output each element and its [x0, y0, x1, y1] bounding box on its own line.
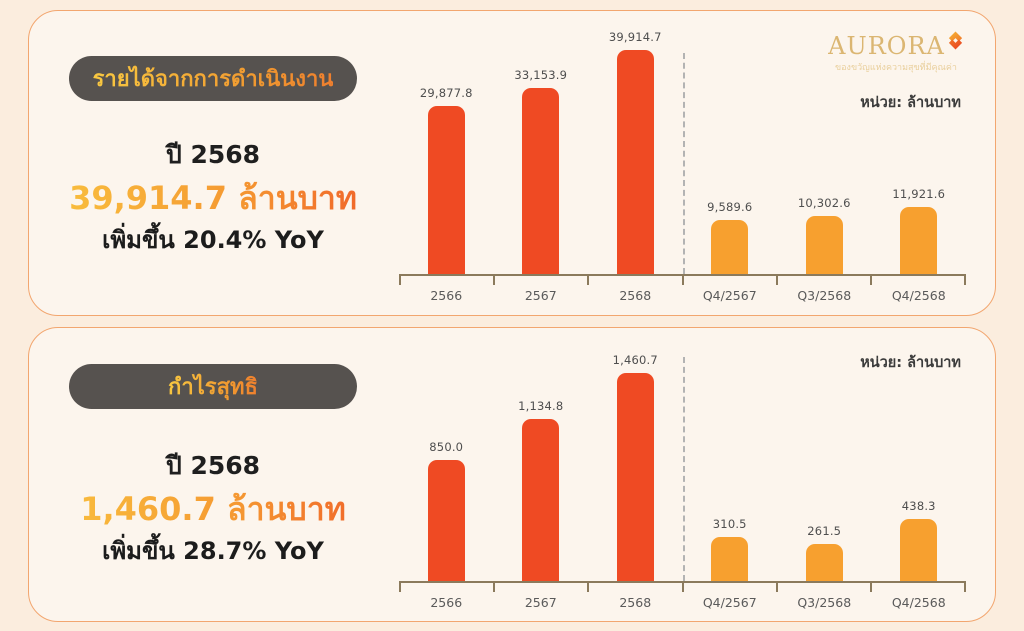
- net-profit-panel: กำไรสุทธิ ปี 2568 1,460.7 ล้านบาท เพิ่มข…: [28, 327, 996, 622]
- revenue-panel: รายได้จากการดำเนินงาน ปี 2568 39,914.7 ล…: [28, 10, 996, 316]
- bar-cell: 1,134.8: [494, 399, 589, 581]
- axis-tick-cell: [587, 583, 681, 592]
- axis-tick-cell: [775, 276, 870, 285]
- bar-cell: 310.5: [683, 517, 778, 581]
- x-axis-label: Q3/2568: [797, 595, 852, 610]
- x-axis-label: 2567: [524, 595, 557, 610]
- bar: [805, 543, 843, 581]
- bar-value-label: 261.5: [807, 523, 842, 538]
- net-profit-amount: 1,460.7 ล้านบาท: [29, 489, 397, 529]
- net-profit-unit-label: หน่วย: ล้านบาท: [860, 355, 961, 371]
- axis-tick-cell: [775, 583, 870, 592]
- x-axis-label: 2568: [619, 595, 652, 610]
- revenue-plot-area: 29,877.8 33,153.9 39,914.7 9,589.6 10,302.6 1…: [399, 26, 966, 274]
- bar-cell: 10,302.6: [777, 196, 872, 274]
- bar-cell: 9,589.6: [683, 200, 778, 274]
- bar-cell: 850.0: [399, 440, 494, 581]
- net-profit-x-axis: [399, 581, 966, 592]
- x-axis-label: 2566: [430, 288, 463, 303]
- bar: [522, 87, 560, 274]
- axis-tick-cell: [587, 276, 681, 285]
- bar: [616, 373, 654, 581]
- bar: [900, 207, 938, 274]
- x-axis-label: 2567: [524, 288, 557, 303]
- aurora-s-diamond-icon: [947, 31, 964, 54]
- revenue-amount: 39,914.7 ล้านบาท: [29, 178, 397, 218]
- bar: [805, 216, 843, 274]
- bar-value-label: 1,134.8: [518, 399, 564, 414]
- x-axis-label: 2566: [430, 595, 463, 610]
- axis-tick-cell: [869, 583, 964, 592]
- revenue-x-axis-labels: 2566 2567 2568 Q4/2567 Q3/2568 Q4/2568: [399, 285, 966, 303]
- bar: [427, 106, 465, 274]
- revenue-title-label: รายได้จากการดำเนินงาน: [93, 61, 334, 96]
- revenue-chart: 29,877.8 33,153.9 39,914.7 9,589.6 10,302.6 1…: [399, 26, 966, 303]
- net-profit-chart: 850.0 1,134.8 1,460.7 310.5 261.5 438.3 2566 2…: [399, 349, 966, 610]
- bar-cell: 39,914.7: [588, 30, 683, 274]
- bar: [616, 50, 654, 274]
- net-profit-summary: ปี 2568 1,460.7 ล้านบาท เพิ่มขึ้น 28.7% …: [29, 446, 397, 570]
- aurora-logo-text: AURORA: [828, 32, 945, 60]
- bar-value-label: 39,914.7: [608, 30, 662, 44]
- bar-cell: 33,153.9: [494, 68, 589, 274]
- x-axis-label: Q4/2568: [891, 595, 946, 610]
- x-axis-label: Q4/2567: [702, 288, 757, 303]
- bar: [427, 460, 465, 581]
- axis-tick-cell: [869, 276, 964, 285]
- x-axis-label: Q3/2568: [797, 288, 852, 303]
- revenue-summary: ปี 2568 39,914.7 ล้านบาท เพิ่มขึ้น 20.4%…: [29, 135, 397, 259]
- bar-value-label: 10,302.6: [797, 196, 851, 211]
- bar: [522, 419, 560, 581]
- axis-tick-cell: [493, 583, 587, 592]
- net-profit-title-label: กำไรสุทธิ: [168, 369, 258, 404]
- revenue-title-badge: รายได้จากการดำเนินงาน: [69, 56, 357, 101]
- x-axis-label: 2568: [619, 288, 652, 303]
- revenue-year-label: ปี 2568: [165, 140, 261, 169]
- revenue-x-axis: [399, 274, 966, 285]
- bar-value-label: 33,153.9: [514, 67, 568, 82]
- bar: [711, 536, 749, 581]
- net-profit-title-badge: กำไรสุทธิ: [69, 364, 357, 409]
- bar-value-label: 9,589.6: [707, 200, 753, 215]
- bar-cell: 1,460.7: [588, 353, 683, 581]
- axis-tick-cell: [399, 276, 493, 285]
- annual-quarterly-divider: [682, 53, 685, 274]
- axis-tick-cell: [681, 276, 776, 285]
- annual-quarterly-divider: [682, 357, 685, 581]
- revenue-unit-label: หน่วย: ล้านบาท: [860, 95, 961, 111]
- bar-cell: 11,921.6: [872, 187, 967, 274]
- bar-value-label: 438.3: [901, 498, 936, 513]
- x-axis-label: Q4/2568: [891, 288, 946, 303]
- axis-tick-cell: [493, 276, 587, 285]
- bar-value-label: 1,460.7: [612, 353, 658, 367]
- revenue-yoy-change: เพิ่มขึ้น 20.4% YoY: [102, 226, 324, 254]
- net-profit-plot-area: 850.0 1,134.8 1,460.7 310.5 261.5 438.3: [399, 349, 966, 581]
- bar-value-label: 850.0: [429, 440, 464, 454]
- aurora-logo: AURORA ของขวัญแห่งความสุขที่มีคุณ: [821, 31, 971, 74]
- bar-value-label: 11,921.6: [892, 187, 946, 202]
- bar: [900, 518, 938, 581]
- bar-value-label: 29,877.8: [419, 86, 473, 101]
- bar-value-label: 310.5: [712, 516, 747, 531]
- bar: [711, 220, 749, 274]
- net-profit-x-axis-labels: 2566 2567 2568 Q4/2567 Q3/2568 Q4/2568: [399, 592, 966, 610]
- bar-cell: 29,877.8: [399, 86, 494, 274]
- axis-tick-cell: [681, 583, 776, 592]
- x-axis-label: Q4/2567: [702, 595, 757, 610]
- net-profit-yoy-change: เพิ่มขึ้น 28.7% YoY: [102, 537, 324, 565]
- axis-tick-cell: [399, 583, 493, 592]
- net-profit-year-label: ปี 2568: [165, 451, 261, 480]
- bar-cell: 261.5: [777, 524, 872, 581]
- bar-cell: 438.3: [872, 499, 967, 581]
- aurora-logo-tagline: ของขวัญแห่งความสุขที่มีคุณค่า: [835, 63, 957, 73]
